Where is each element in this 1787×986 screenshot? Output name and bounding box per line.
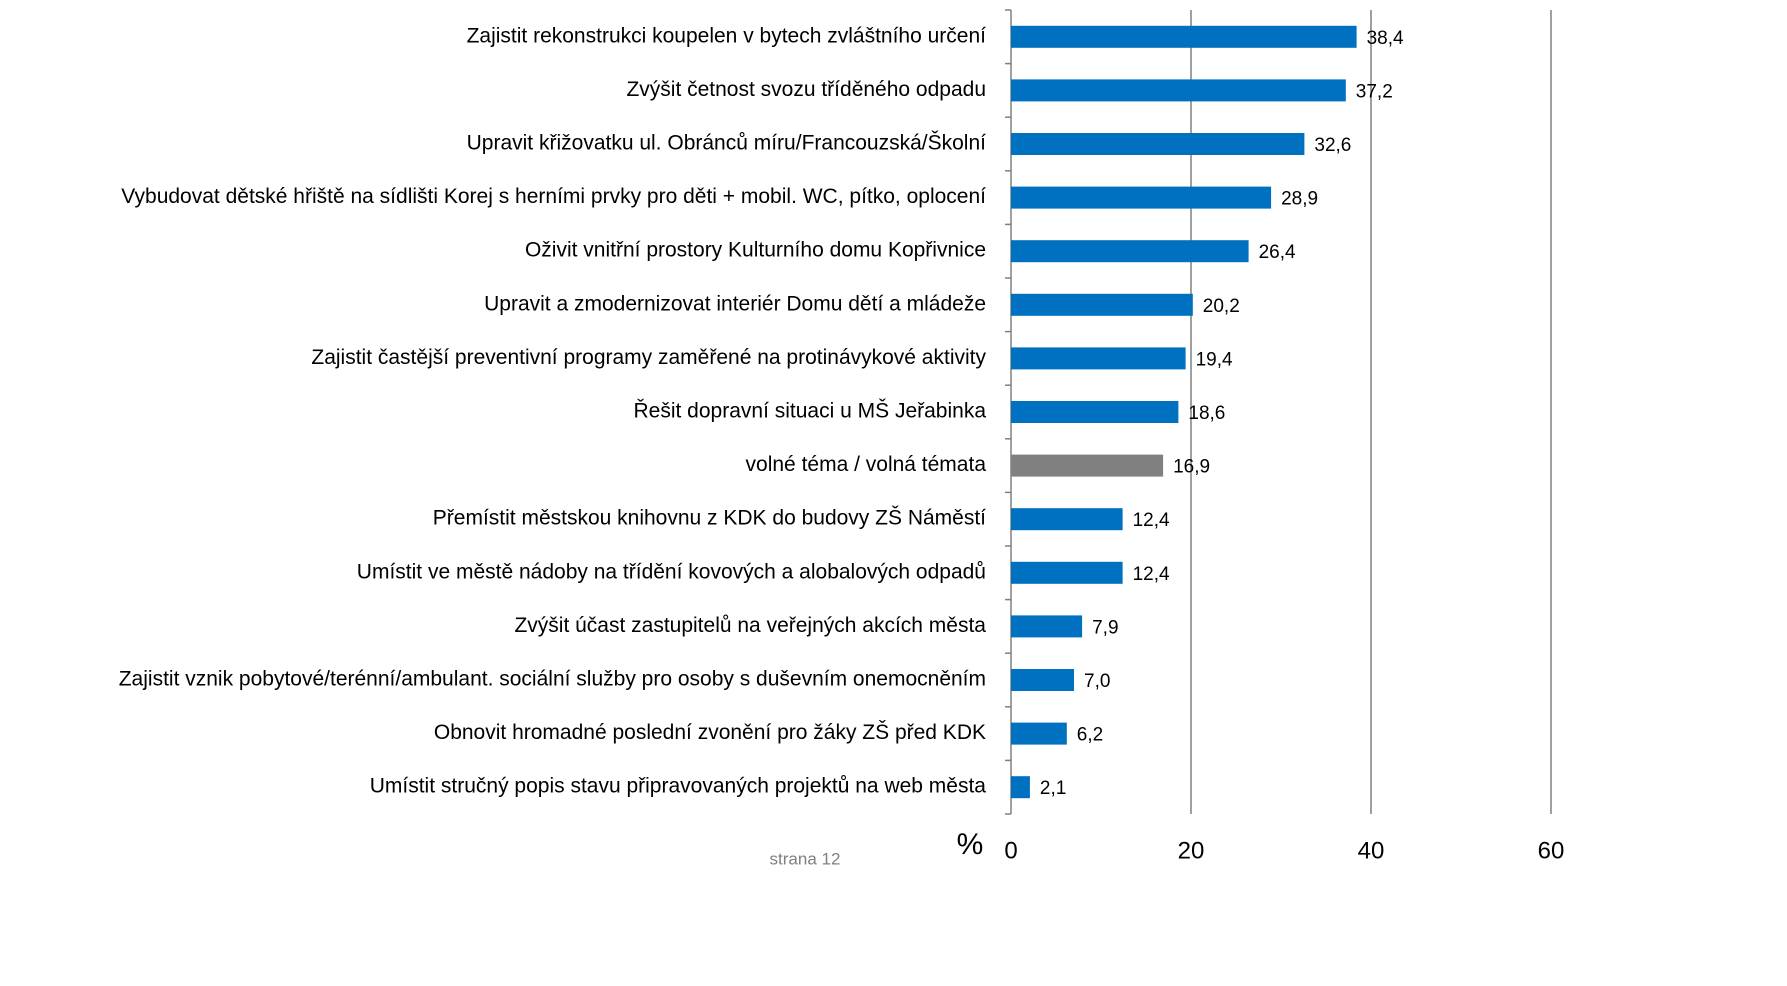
value-label: 28,9 <box>1281 189 1318 210</box>
value-label: 16,9 <box>1173 457 1210 478</box>
value-label: 38,4 <box>1367 28 1404 49</box>
y-tick-label: Umístit stručný popis stavu připravovaný… <box>370 775 987 798</box>
bar <box>1011 25 1357 48</box>
y-tick-label: Obnovit hromadné poslední zvonění pro žá… <box>434 721 986 744</box>
x-axis-label: % <box>957 828 984 861</box>
bar <box>1011 454 1164 477</box>
y-tick-label: Přemístit městskou knihovnu z KDK do bud… <box>433 507 986 530</box>
x-tick-label: 20 <box>1178 837 1205 864</box>
y-tick-label: Umístit ve městě nádoby na třídění kovov… <box>357 560 986 583</box>
value-label: 12,4 <box>1133 510 1170 531</box>
bar <box>1011 79 1346 102</box>
bar <box>1011 240 1249 263</box>
y-tick-label: Zvýšit četnost svozu tříděného odpadu <box>626 78 986 101</box>
value-label: 19,4 <box>1196 349 1233 370</box>
bar <box>1011 615 1083 638</box>
value-label: 2,1 <box>1040 778 1066 799</box>
bar <box>1011 186 1272 209</box>
value-label: 7,0 <box>1084 671 1110 692</box>
x-tick-label: 0 <box>1004 837 1017 864</box>
value-label: 12,4 <box>1133 564 1170 585</box>
footer: strana 12 <box>770 849 841 868</box>
y-tick-label: Upravit a zmodernizovat interiér Domu dě… <box>484 292 986 315</box>
y-tick-label: Zajistit vznik pobytové/terénní/ambulant… <box>119 668 986 691</box>
y-tick-label: volné téma / volná témata <box>746 453 987 476</box>
y-tick-label: Řešit dopravní situaci u MŠ Jeřabinka <box>634 400 987 423</box>
y-tick-label: Vybudovat dětské hřiště na sídlišti Kore… <box>121 185 986 208</box>
bar <box>1011 401 1179 423</box>
bar <box>1011 293 1193 316</box>
value-label: 26,4 <box>1259 242 1296 263</box>
bar <box>1011 561 1123 584</box>
bar <box>1011 347 1186 370</box>
bar <box>1011 508 1123 531</box>
y-tick-label: Oživit vnitřní prostory Kulturního domu … <box>525 239 986 262</box>
bar <box>1011 722 1067 745</box>
y-tick-label: Zvýšit účast zastupitelů na veřejných ak… <box>514 614 986 637</box>
bar <box>1011 133 1305 155</box>
y-tick-label: Zajistit častější preventivní programy z… <box>311 346 986 369</box>
value-label: 7,9 <box>1092 617 1118 638</box>
value-label: 18,6 <box>1188 403 1225 424</box>
y-tick-label: Zajistit rekonstrukci koupelen v bytech … <box>467 24 987 47</box>
bar <box>1011 776 1030 799</box>
value-label: 32,6 <box>1314 135 1351 156</box>
x-tick-label: 60 <box>1538 837 1565 864</box>
y-tick-label: Upravit křižovatku ul. Obránců míru/Fran… <box>467 132 987 155</box>
x-tick-label: 40 <box>1358 837 1385 864</box>
value-label: 20,2 <box>1203 296 1240 317</box>
bar <box>1011 669 1074 691</box>
value-label: 6,2 <box>1077 725 1103 746</box>
value-label: 37,2 <box>1356 81 1393 102</box>
